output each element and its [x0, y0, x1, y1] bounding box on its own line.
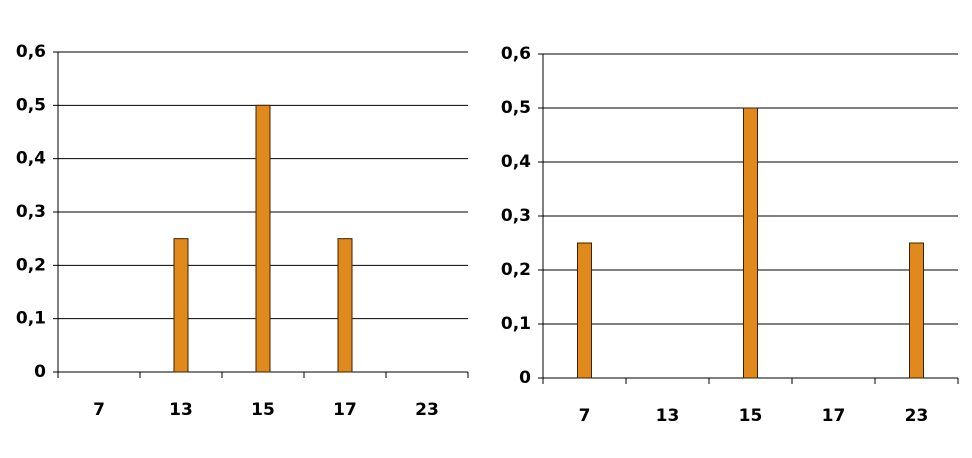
bar: [255, 104, 271, 373]
bar: [173, 238, 189, 373]
y-tick-label: 0,5: [16, 95, 46, 115]
y-tick-label: 0,4: [16, 149, 46, 169]
x-tick-label: 13: [169, 400, 193, 420]
y-tick-label: 0,3: [16, 202, 46, 222]
x-tick-label: 17: [822, 406, 846, 426]
y-tick-label: 0,2: [16, 255, 46, 275]
y-tick-label: 0,1: [501, 314, 531, 334]
y-tick-label: 0: [34, 362, 46, 382]
bar: [577, 242, 592, 379]
y-tick-label: 0,2: [501, 260, 531, 280]
y-tick-label: 0: [519, 368, 531, 388]
x-tick-label: 7: [93, 400, 105, 420]
x-tick-label: 15: [251, 400, 275, 420]
x-tick-label: 7: [579, 406, 591, 426]
bar: [743, 107, 758, 379]
y-tick-label: 0,5: [501, 98, 531, 118]
bar: [337, 238, 353, 373]
x-tick-label: 23: [415, 400, 439, 420]
y-tick-label: 0,6: [16, 42, 46, 62]
x-tick-label: 17: [333, 400, 357, 420]
y-tick-label: 0,4: [501, 152, 531, 172]
x-tick-label: 15: [739, 406, 763, 426]
y-tick-label: 0,6: [501, 44, 531, 64]
y-tick-label: 0,3: [501, 206, 531, 226]
x-tick-label: 23: [905, 406, 929, 426]
bar: [909, 242, 924, 379]
x-tick-label: 13: [656, 406, 680, 426]
y-tick-label: 0,1: [16, 309, 46, 329]
